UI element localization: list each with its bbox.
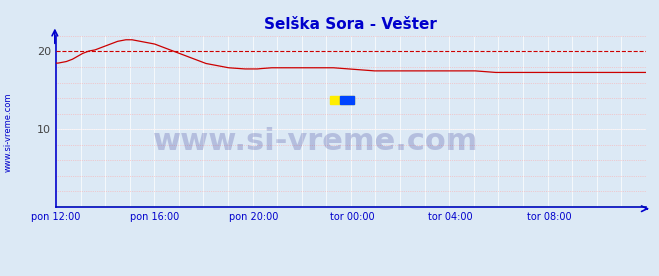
Text: www.si-vreme.com: www.si-vreme.com bbox=[3, 93, 13, 172]
Title: Selška Sora - Vešter: Selška Sora - Vešter bbox=[264, 17, 438, 32]
Bar bbox=[339, 96, 354, 104]
Text: www.si-vreme.com: www.si-vreme.com bbox=[153, 128, 478, 156]
Bar bbox=[330, 96, 354, 104]
